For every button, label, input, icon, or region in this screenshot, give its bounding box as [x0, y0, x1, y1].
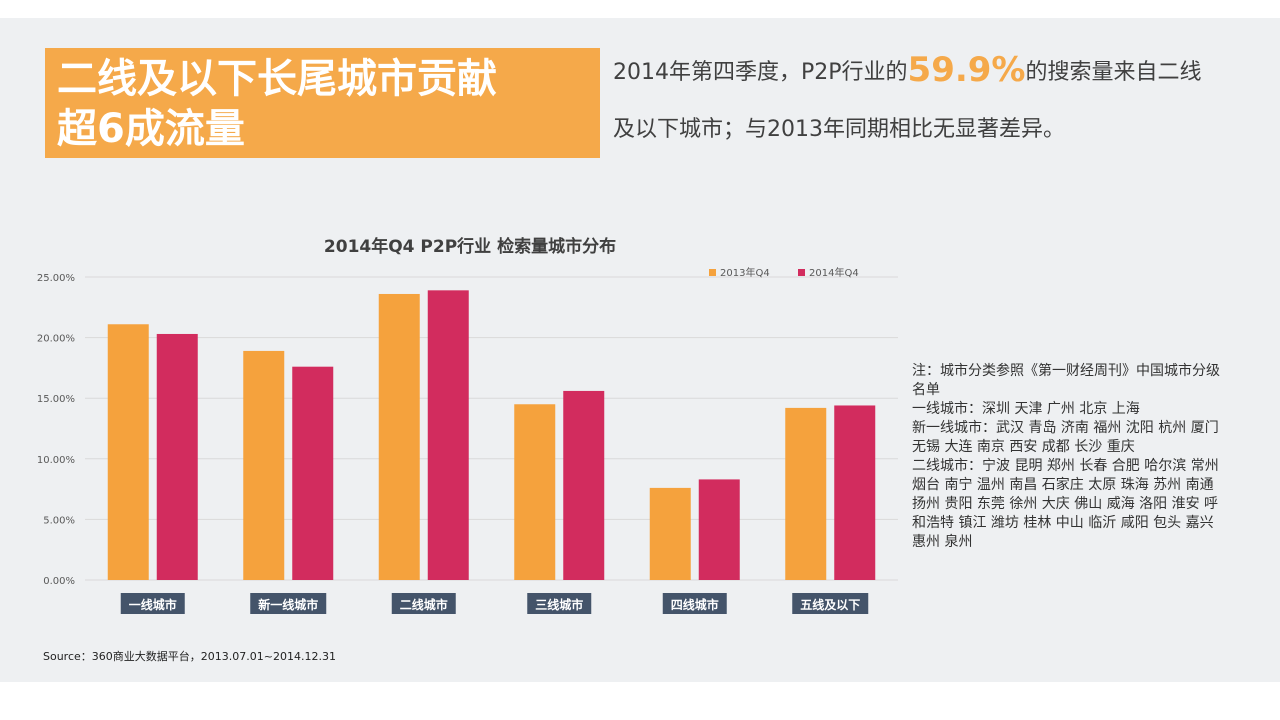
category-label: 一线城市 — [129, 597, 177, 612]
city-classification-note: 注：城市分类参照《第一财经周刊》中国城市分级 名单 一线城市：深圳 天津 广州 … — [912, 362, 1272, 552]
bar-2013q4 — [514, 404, 556, 580]
legend-swatch-2014 — [798, 269, 805, 276]
legend-label-2014: 2014年Q4 — [809, 268, 859, 279]
note-line: 无锡 大连 南京 西安 成都 长沙 重庆 — [912, 439, 1135, 455]
bar-2014q4 — [698, 479, 740, 580]
bar-2014q4 — [156, 333, 198, 580]
category-label-bg — [120, 593, 185, 614]
y-tick-label: 10.00% — [37, 455, 75, 466]
category-label-bg — [527, 593, 592, 614]
summary-highlight: 59.9% — [907, 50, 1026, 90]
note-line: 烟台 南宁 温州 南昌 石家庄 太原 珠海 苏州 南通 — [912, 477, 1214, 493]
bar-2013q4 — [785, 407, 827, 580]
source-caption: Source：360商业大数据平台，2013.07.01~2014.12.31 — [43, 650, 336, 663]
note-line: 注：城市分类参照《第一财经周刊》中国城市分级 — [912, 363, 1220, 379]
headline-line2: 超6成流量 — [57, 106, 245, 152]
note-line: 名单 — [912, 382, 940, 398]
note-line: 二线城市：宁波 昆明 郑州 长春 合肥 哈尔滨 常州 — [912, 458, 1219, 474]
note-line: 一线城市：深圳 天津 广州 北京 上海 — [912, 401, 1140, 417]
category-label: 二线城市 — [400, 597, 448, 612]
summary-line1: 2014年第四季度，P2P行业的59.9%的搜索量来自二线 — [613, 52, 1202, 91]
note-line: 和浩特 镇江 潍坊 桂林 中山 临沂 咸阳 包头 嘉兴 — [912, 515, 1214, 531]
bar-2014q4 — [563, 390, 605, 580]
summary-line1-after: 的搜索量来自二线 — [1025, 60, 1202, 85]
headline-line1: 二线及以下长尾城市贡献 — [57, 56, 497, 102]
legend-item-2014: 2014年Q4 — [798, 264, 859, 279]
bar-2014q4 — [834, 405, 876, 580]
category-label: 三线城市 — [535, 597, 583, 612]
category-label: 四线城市 — [671, 597, 719, 612]
category-label-bg — [250, 593, 327, 614]
category-label-bg — [792, 593, 869, 614]
bar-2014q4 — [292, 366, 334, 580]
legend-item-2013: 2013年Q4 — [709, 264, 770, 279]
bar-2014q4 — [427, 290, 469, 580]
category-label: 五线及以下 — [800, 597, 860, 612]
y-tick-label: 25.00% — [37, 273, 75, 284]
category-label-bg — [391, 593, 456, 614]
y-tick-label: 20.00% — [37, 334, 75, 345]
summary-line2: 及以下城市；与2013年同期相比无显著差异。 — [613, 117, 1065, 142]
y-tick-label: 0.00% — [43, 576, 75, 587]
bar-2013q4 — [107, 324, 149, 580]
y-tick-label: 15.00% — [37, 394, 75, 405]
note-line: 新一线城市：武汉 青岛 济南 福州 沈阳 杭州 厦门 — [912, 420, 1219, 436]
headline-box: 二线及以下长尾城市贡献 超6成流量 — [45, 48, 600, 158]
chart-title: 2014年Q4 P2P行业 检索量城市分布 — [324, 236, 616, 257]
bar-2013q4 — [378, 293, 420, 580]
bar-2013q4 — [649, 487, 691, 580]
category-label: 新一线城市 — [258, 597, 318, 612]
note-line: 惠州 泉州 — [912, 534, 973, 550]
y-tick-label: 5.00% — [43, 515, 75, 526]
summary-line1-before: 2014年第四季度，P2P行业的 — [613, 60, 908, 85]
category-label-bg — [662, 593, 727, 614]
legend-swatch-2013 — [709, 269, 716, 276]
legend-label-2013: 2013年Q4 — [720, 268, 770, 279]
bar-2013q4 — [243, 350, 285, 580]
note-line: 扬州 贵阳 东莞 徐州 大庆 佛山 威海 洛阳 淮安 呼 — [912, 496, 1219, 512]
